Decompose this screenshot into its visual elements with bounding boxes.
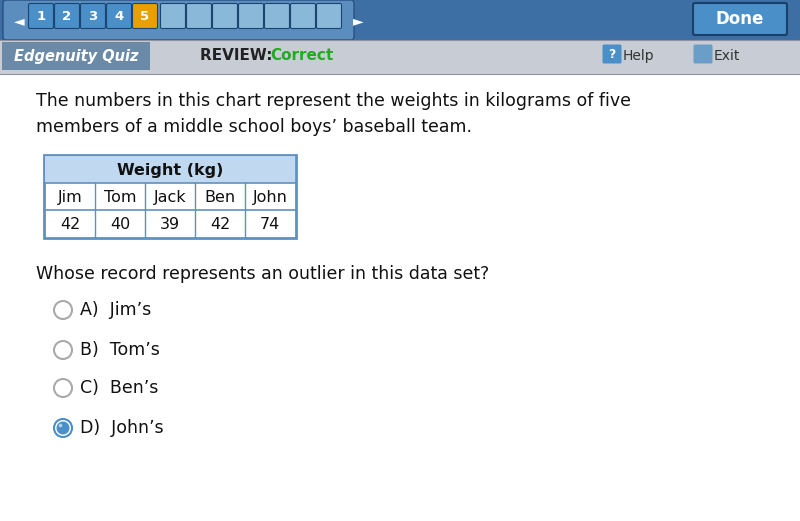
Text: ?: ? [608,47,616,60]
Text: B)  Tom’s: B) Tom’s [80,341,160,359]
FancyBboxPatch shape [694,44,713,64]
Text: C)  Ben’s: C) Ben’s [80,379,158,397]
FancyBboxPatch shape [54,4,79,29]
FancyBboxPatch shape [317,4,342,29]
Text: Whose record represents an outlier in this data set?: Whose record represents an outlier in th… [36,265,490,283]
FancyBboxPatch shape [133,4,158,29]
Circle shape [58,424,62,427]
Text: A)  Jim’s: A) Jim’s [80,301,151,319]
Text: Jim: Jim [58,190,82,205]
Text: 3: 3 [88,10,98,23]
Text: 4: 4 [114,10,124,23]
Text: The numbers in this chart represent the weights in kilograms of five
members of : The numbers in this chart represent the … [36,92,631,137]
Circle shape [54,419,72,437]
Text: 74: 74 [260,217,280,232]
FancyBboxPatch shape [2,42,150,70]
Text: Done: Done [716,10,764,28]
FancyBboxPatch shape [186,4,211,29]
Circle shape [54,301,72,319]
Text: 42: 42 [210,217,230,232]
Text: Weight (kg): Weight (kg) [117,163,223,178]
Text: Help: Help [623,49,654,63]
FancyBboxPatch shape [106,4,131,29]
Text: 39: 39 [160,217,180,232]
Text: 1: 1 [37,10,46,23]
Circle shape [57,421,70,435]
FancyBboxPatch shape [0,74,800,521]
FancyBboxPatch shape [29,4,54,29]
Text: 5: 5 [141,10,150,23]
Text: Correct: Correct [270,48,334,64]
FancyBboxPatch shape [0,0,800,40]
FancyBboxPatch shape [213,4,238,29]
Text: 42: 42 [60,217,80,232]
FancyBboxPatch shape [602,44,622,64]
Text: John: John [253,190,287,205]
FancyBboxPatch shape [0,40,800,74]
FancyBboxPatch shape [81,4,106,29]
Text: Tom: Tom [104,190,136,205]
Text: 40: 40 [110,217,130,232]
Text: ◄: ◄ [14,14,24,28]
FancyBboxPatch shape [44,155,296,238]
Text: Exit: Exit [714,49,740,63]
FancyBboxPatch shape [693,3,787,35]
Circle shape [54,341,72,359]
Text: D)  John’s: D) John’s [80,419,164,437]
Text: Edgenuity Quiz: Edgenuity Quiz [14,48,138,64]
FancyBboxPatch shape [3,0,354,40]
Text: REVIEW:: REVIEW: [200,48,278,64]
Text: Jack: Jack [154,190,186,205]
FancyBboxPatch shape [290,4,315,29]
Text: 2: 2 [62,10,71,23]
Circle shape [54,379,72,397]
Text: ►: ► [353,14,363,28]
FancyBboxPatch shape [238,4,263,29]
FancyBboxPatch shape [265,4,290,29]
FancyBboxPatch shape [161,4,186,29]
FancyBboxPatch shape [45,156,295,183]
Text: Ben: Ben [205,190,235,205]
